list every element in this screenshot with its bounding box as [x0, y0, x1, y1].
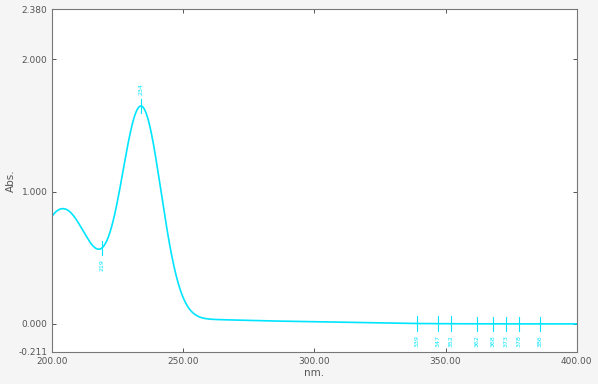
- Text: 368: 368: [490, 335, 495, 347]
- Text: 234: 234: [139, 83, 144, 95]
- Text: 339: 339: [414, 335, 419, 347]
- Text: 373: 373: [504, 335, 508, 347]
- Y-axis label: Abs.: Abs.: [5, 169, 16, 192]
- Text: 378: 378: [517, 335, 521, 347]
- Text: 386: 386: [538, 335, 542, 347]
- Text: 362: 362: [475, 335, 480, 347]
- X-axis label: nm.: nm.: [304, 368, 325, 379]
- Text: 219: 219: [99, 259, 105, 271]
- Text: 352: 352: [448, 335, 453, 347]
- Text: 347: 347: [435, 335, 440, 347]
